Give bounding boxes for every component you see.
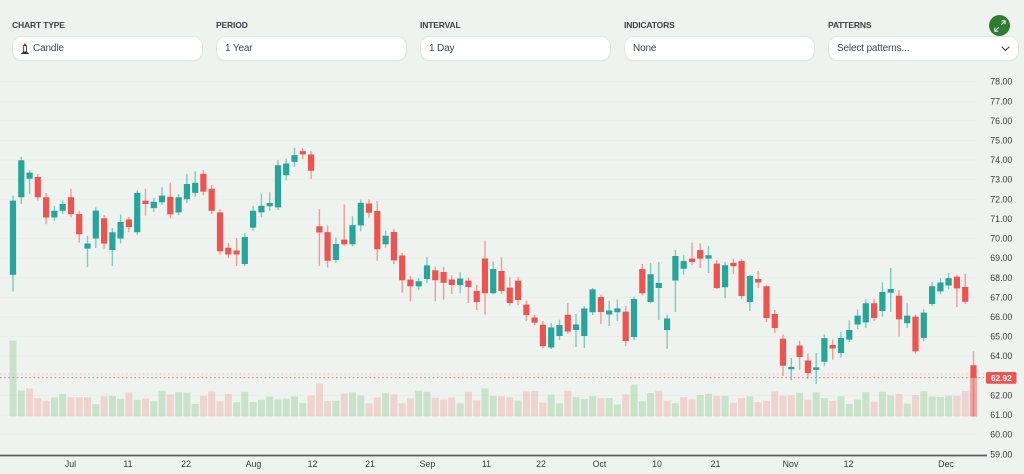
svg-text:59.00: 59.00 (990, 449, 1012, 459)
svg-text:60.00: 60.00 (990, 430, 1012, 440)
svg-text:10: 10 (652, 459, 662, 469)
svg-text:69.00: 69.00 (990, 253, 1012, 263)
svg-text:21: 21 (365, 459, 375, 469)
svg-text:11: 11 (482, 459, 491, 469)
svg-text:70.00: 70.00 (990, 234, 1012, 244)
svg-text:72.00: 72.00 (990, 194, 1012, 204)
svg-text:77.00: 77.00 (990, 96, 1012, 106)
svg-text:22: 22 (536, 459, 546, 469)
svg-text:12: 12 (844, 459, 854, 469)
svg-text:71.00: 71.00 (990, 214, 1012, 224)
svg-text:Nov: Nov (783, 459, 799, 469)
svg-text:12: 12 (308, 459, 318, 469)
svg-text:21: 21 (711, 459, 721, 469)
svg-text:Sep: Sep (420, 459, 436, 469)
svg-text:11: 11 (123, 459, 132, 469)
svg-text:Aug: Aug (246, 459, 262, 469)
svg-text:76.00: 76.00 (990, 116, 1012, 126)
svg-text:78.00: 78.00 (990, 77, 1012, 87)
svg-text:74.00: 74.00 (990, 155, 1012, 165)
svg-text:22: 22 (181, 459, 191, 469)
svg-text:Oct: Oct (593, 459, 607, 469)
svg-text:62.00: 62.00 (990, 391, 1012, 401)
svg-text:68.00: 68.00 (990, 273, 1012, 283)
svg-text:Jul: Jul (65, 459, 76, 469)
svg-text:Dec: Dec (938, 459, 954, 469)
svg-text:62.92: 62.92 (991, 373, 1012, 383)
svg-text:67.00: 67.00 (990, 292, 1012, 302)
svg-text:75.00: 75.00 (990, 136, 1012, 146)
svg-text:61.00: 61.00 (990, 410, 1012, 420)
svg-text:66.00: 66.00 (990, 312, 1012, 322)
svg-text:73.00: 73.00 (990, 175, 1012, 185)
svg-text:64.00: 64.00 (990, 351, 1012, 361)
svg-text:65.00: 65.00 (990, 332, 1012, 342)
